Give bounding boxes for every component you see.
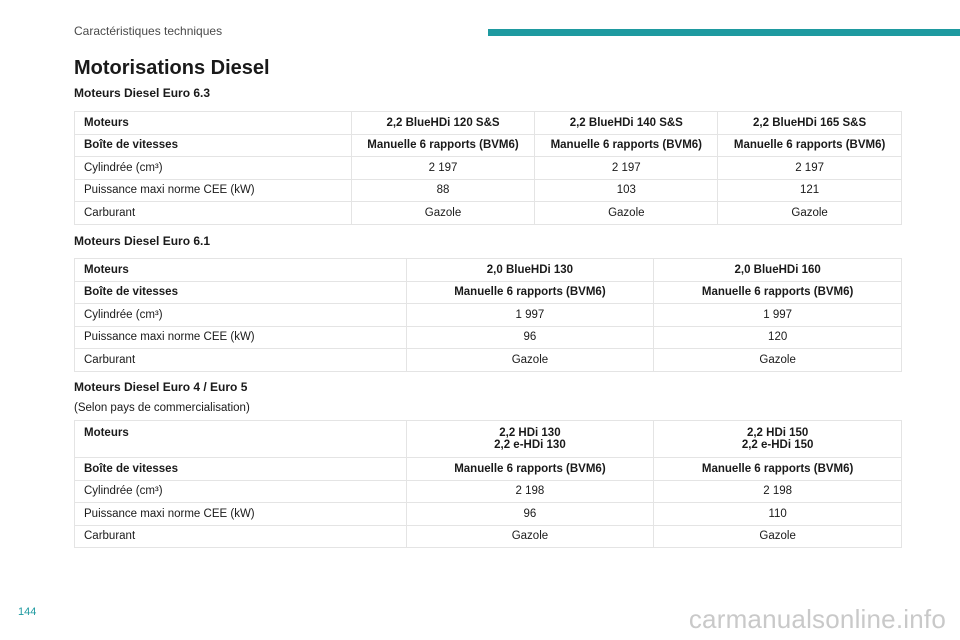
table-row: Moteurs 2,0 BlueHDi 130 2,0 BlueHDi 160 xyxy=(74,258,902,282)
cell-value: 120 xyxy=(653,325,902,349)
cell-value: Gazole xyxy=(653,524,902,548)
row-label: Cylindrée (cm³) xyxy=(74,479,407,503)
table-row: Carburant Gazole Gazole Gazole xyxy=(74,201,902,225)
table-row: Puissance maxi norme CEE (kW) 96 110 xyxy=(74,502,902,526)
header-section-label: Caractéristiques techniques xyxy=(74,24,223,38)
table-row: Puissance maxi norme CEE (kW) 96 120 xyxy=(74,325,902,349)
cell-value-multiline: 2,2 HDi 130 2,2 e-HDi 130 xyxy=(405,420,655,458)
cell-value: Gazole xyxy=(653,348,902,372)
header-accent-bar xyxy=(488,29,960,36)
row-label: Cylindrée (cm³) xyxy=(74,303,407,327)
table-row: Puissance maxi norme CEE (kW) 88 103 121 xyxy=(74,178,902,202)
cell-value: 96 xyxy=(405,502,655,526)
cell-value: Manuelle 6 rapports (BVM6) xyxy=(405,457,655,481)
section-title-euro-4-5: Moteurs Diesel Euro 4 / Euro 5 xyxy=(74,380,248,394)
cell-value: Gazole xyxy=(405,348,655,372)
table-row: Boîte de vitesses Manuelle 6 rapports (B… xyxy=(74,457,902,481)
cell-value: 2 197 xyxy=(350,156,536,180)
row-label: Moteurs xyxy=(74,258,407,282)
cell-value: 110 xyxy=(653,502,902,526)
page-number: 144 xyxy=(18,606,37,618)
cell-value: 2,0 BlueHDi 130 xyxy=(405,258,655,282)
cell-value: 2,0 BlueHDi 160 xyxy=(653,258,902,282)
table-row: Cylindrée (cm³) 1 997 1 997 xyxy=(74,303,902,327)
row-label: Carburant xyxy=(74,201,352,225)
table-row: Moteurs 2,2 BlueHDi 120 S&S 2,2 BlueHDi … xyxy=(74,111,902,135)
cell-value: Manuelle 6 rapports (BVM6) xyxy=(405,280,655,304)
cell-value: 1 997 xyxy=(405,303,655,327)
row-label: Boîte de vitesses xyxy=(74,457,407,481)
cell-value: 121 xyxy=(717,178,902,202)
section-title-euro-6-3: Moteurs Diesel Euro 6.3 xyxy=(74,86,211,100)
cell-value: 2,2 BlueHDi 120 S&S xyxy=(350,111,536,135)
cell-value: Manuelle 6 rapports (BVM6) xyxy=(350,133,536,157)
cell-value: 88 xyxy=(350,178,536,202)
cell-value: 2 197 xyxy=(717,156,902,180)
row-label: Carburant xyxy=(74,524,407,548)
table-row: Boîte de vitesses Manuelle 6 rapports (B… xyxy=(74,133,902,157)
cell-value: Manuelle 6 rapports (BVM6) xyxy=(717,133,902,157)
row-label: Cylindrée (cm³) xyxy=(74,156,352,180)
row-label: Moteurs xyxy=(74,420,407,458)
table-row: Carburant Gazole Gazole xyxy=(74,524,902,548)
row-label: Boîte de vitesses xyxy=(74,133,352,157)
cell-value: 2,2 BlueHDi 140 S&S xyxy=(534,111,719,135)
cell-value: 96 xyxy=(405,325,655,349)
row-label: Boîte de vitesses xyxy=(74,280,407,304)
cell-value: Manuelle 6 rapports (BVM6) xyxy=(653,457,902,481)
row-label: Puissance maxi norme CEE (kW) xyxy=(74,178,352,202)
cell-value: 2 198 xyxy=(405,479,655,503)
cell-value: Gazole xyxy=(534,201,719,225)
row-label: Puissance maxi norme CEE (kW) xyxy=(74,325,407,349)
cell-value: Gazole xyxy=(717,201,902,225)
row-label: Carburant xyxy=(74,348,407,372)
cell-value-multiline: 2,2 HDi 150 2,2 e-HDi 150 xyxy=(653,420,902,458)
cell-value: 2 197 xyxy=(534,156,719,180)
watermark: carmanualsonline.info xyxy=(688,604,946,634)
cell-value: Manuelle 6 rapports (BVM6) xyxy=(653,280,902,304)
table-row: Boîte de vitesses Manuelle 6 rapports (B… xyxy=(74,280,902,304)
cell-value: 1 997 xyxy=(653,303,902,327)
cell-line: 2,2 e-HDi 150 xyxy=(741,439,814,451)
section-title-euro-6-1: Moteurs Diesel Euro 6.1 xyxy=(74,234,211,248)
table-row: Carburant Gazole Gazole xyxy=(74,348,902,372)
table-row: Cylindrée (cm³) 2 197 2 197 2 197 xyxy=(74,156,902,180)
cell-value: 103 xyxy=(534,178,719,202)
row-label: Puissance maxi norme CEE (kW) xyxy=(74,502,407,526)
spec-table-euro-6-1: Moteurs 2,0 BlueHDi 130 2,0 BlueHDi 160 … xyxy=(74,258,902,372)
spec-table-euro-4-5: Moteurs 2,2 HDi 130 2,2 e-HDi 130 2,2 HD… xyxy=(74,420,902,548)
section-note: (Selon pays de commercialisation) xyxy=(74,402,250,414)
cell-value: Manuelle 6 rapports (BVM6) xyxy=(534,133,719,157)
cell-line: 2,2 HDi 130 xyxy=(499,427,561,439)
table-row: Moteurs 2,2 HDi 130 2,2 e-HDi 130 2,2 HD… xyxy=(74,420,902,458)
cell-line: 2,2 HDi 150 xyxy=(746,427,809,439)
cell-value: Gazole xyxy=(350,201,536,225)
cell-value: 2 198 xyxy=(653,479,902,503)
cell-value: 2,2 BlueHDi 165 S&S xyxy=(717,111,902,135)
row-label: Moteurs xyxy=(74,111,352,135)
cell-line: 2,2 e-HDi 130 xyxy=(494,439,566,451)
cell-value: Gazole xyxy=(405,524,655,548)
table-row: Cylindrée (cm³) 2 198 2 198 xyxy=(74,479,902,503)
page-title: Motorisations Diesel xyxy=(74,57,270,79)
spec-table-euro-6-3: Moteurs 2,2 BlueHDi 120 S&S 2,2 BlueHDi … xyxy=(74,111,902,225)
